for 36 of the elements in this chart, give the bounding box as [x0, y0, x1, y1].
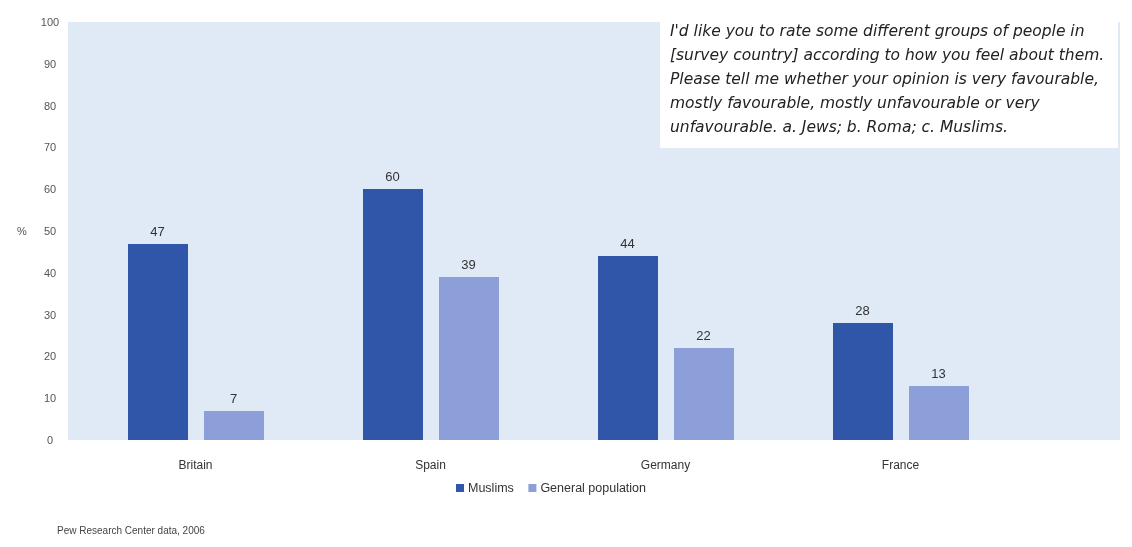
y-tick-label: 100 — [40, 16, 60, 28]
data-label: 7 — [229, 390, 238, 406]
x-tick-label: Germany — [640, 458, 691, 472]
x-tick-label: France — [881, 458, 920, 472]
y-tick-label: 90 — [43, 57, 57, 70]
data-label: 39 — [461, 256, 476, 272]
y-tick-label: 30 — [43, 308, 57, 321]
y-tick-label: 0 — [46, 434, 54, 446]
y-tick-label: 80 — [43, 99, 57, 112]
data-label: 47 — [150, 223, 165, 239]
data-label: 60 — [385, 169, 400, 185]
bar — [438, 276, 499, 440]
legend-label: General population — [540, 481, 647, 495]
y-tick-label: 60 — [43, 183, 57, 196]
data-label: 13 — [931, 365, 946, 381]
data-label: 44 — [620, 236, 635, 252]
bar — [597, 256, 658, 440]
y-tick-label: 50 — [43, 225, 57, 237]
text: Pew Research Center data, 2006 — [57, 525, 206, 536]
data-label: 28 — [855, 302, 870, 318]
bar — [362, 189, 423, 440]
data-label: 22 — [696, 328, 711, 344]
x-tick-label: Spain — [415, 458, 446, 472]
annotation: I'd like you to rate some different groups of people in [survey country] according to how you feel about them. Please tell me whether your opinion is very favourable, mostly favourable, mostly unfavourable or very unfavourable. a. Jews; b. Roma; c. Muslims. — [670, 22, 1105, 136]
legend-label: Muslims — [468, 481, 514, 495]
y-axis-title: % — [17, 225, 28, 237]
y-tick-label: 10 — [43, 392, 57, 405]
bar — [908, 385, 969, 440]
x-tick-label: Britain — [178, 458, 213, 472]
bar — [127, 243, 188, 440]
y-tick-label: 70 — [43, 141, 57, 154]
y-tick-label: 20 — [43, 350, 57, 363]
bar — [203, 410, 264, 440]
bar — [673, 348, 734, 440]
y-tick-label: 40 — [43, 266, 57, 279]
bar — [832, 322, 893, 440]
